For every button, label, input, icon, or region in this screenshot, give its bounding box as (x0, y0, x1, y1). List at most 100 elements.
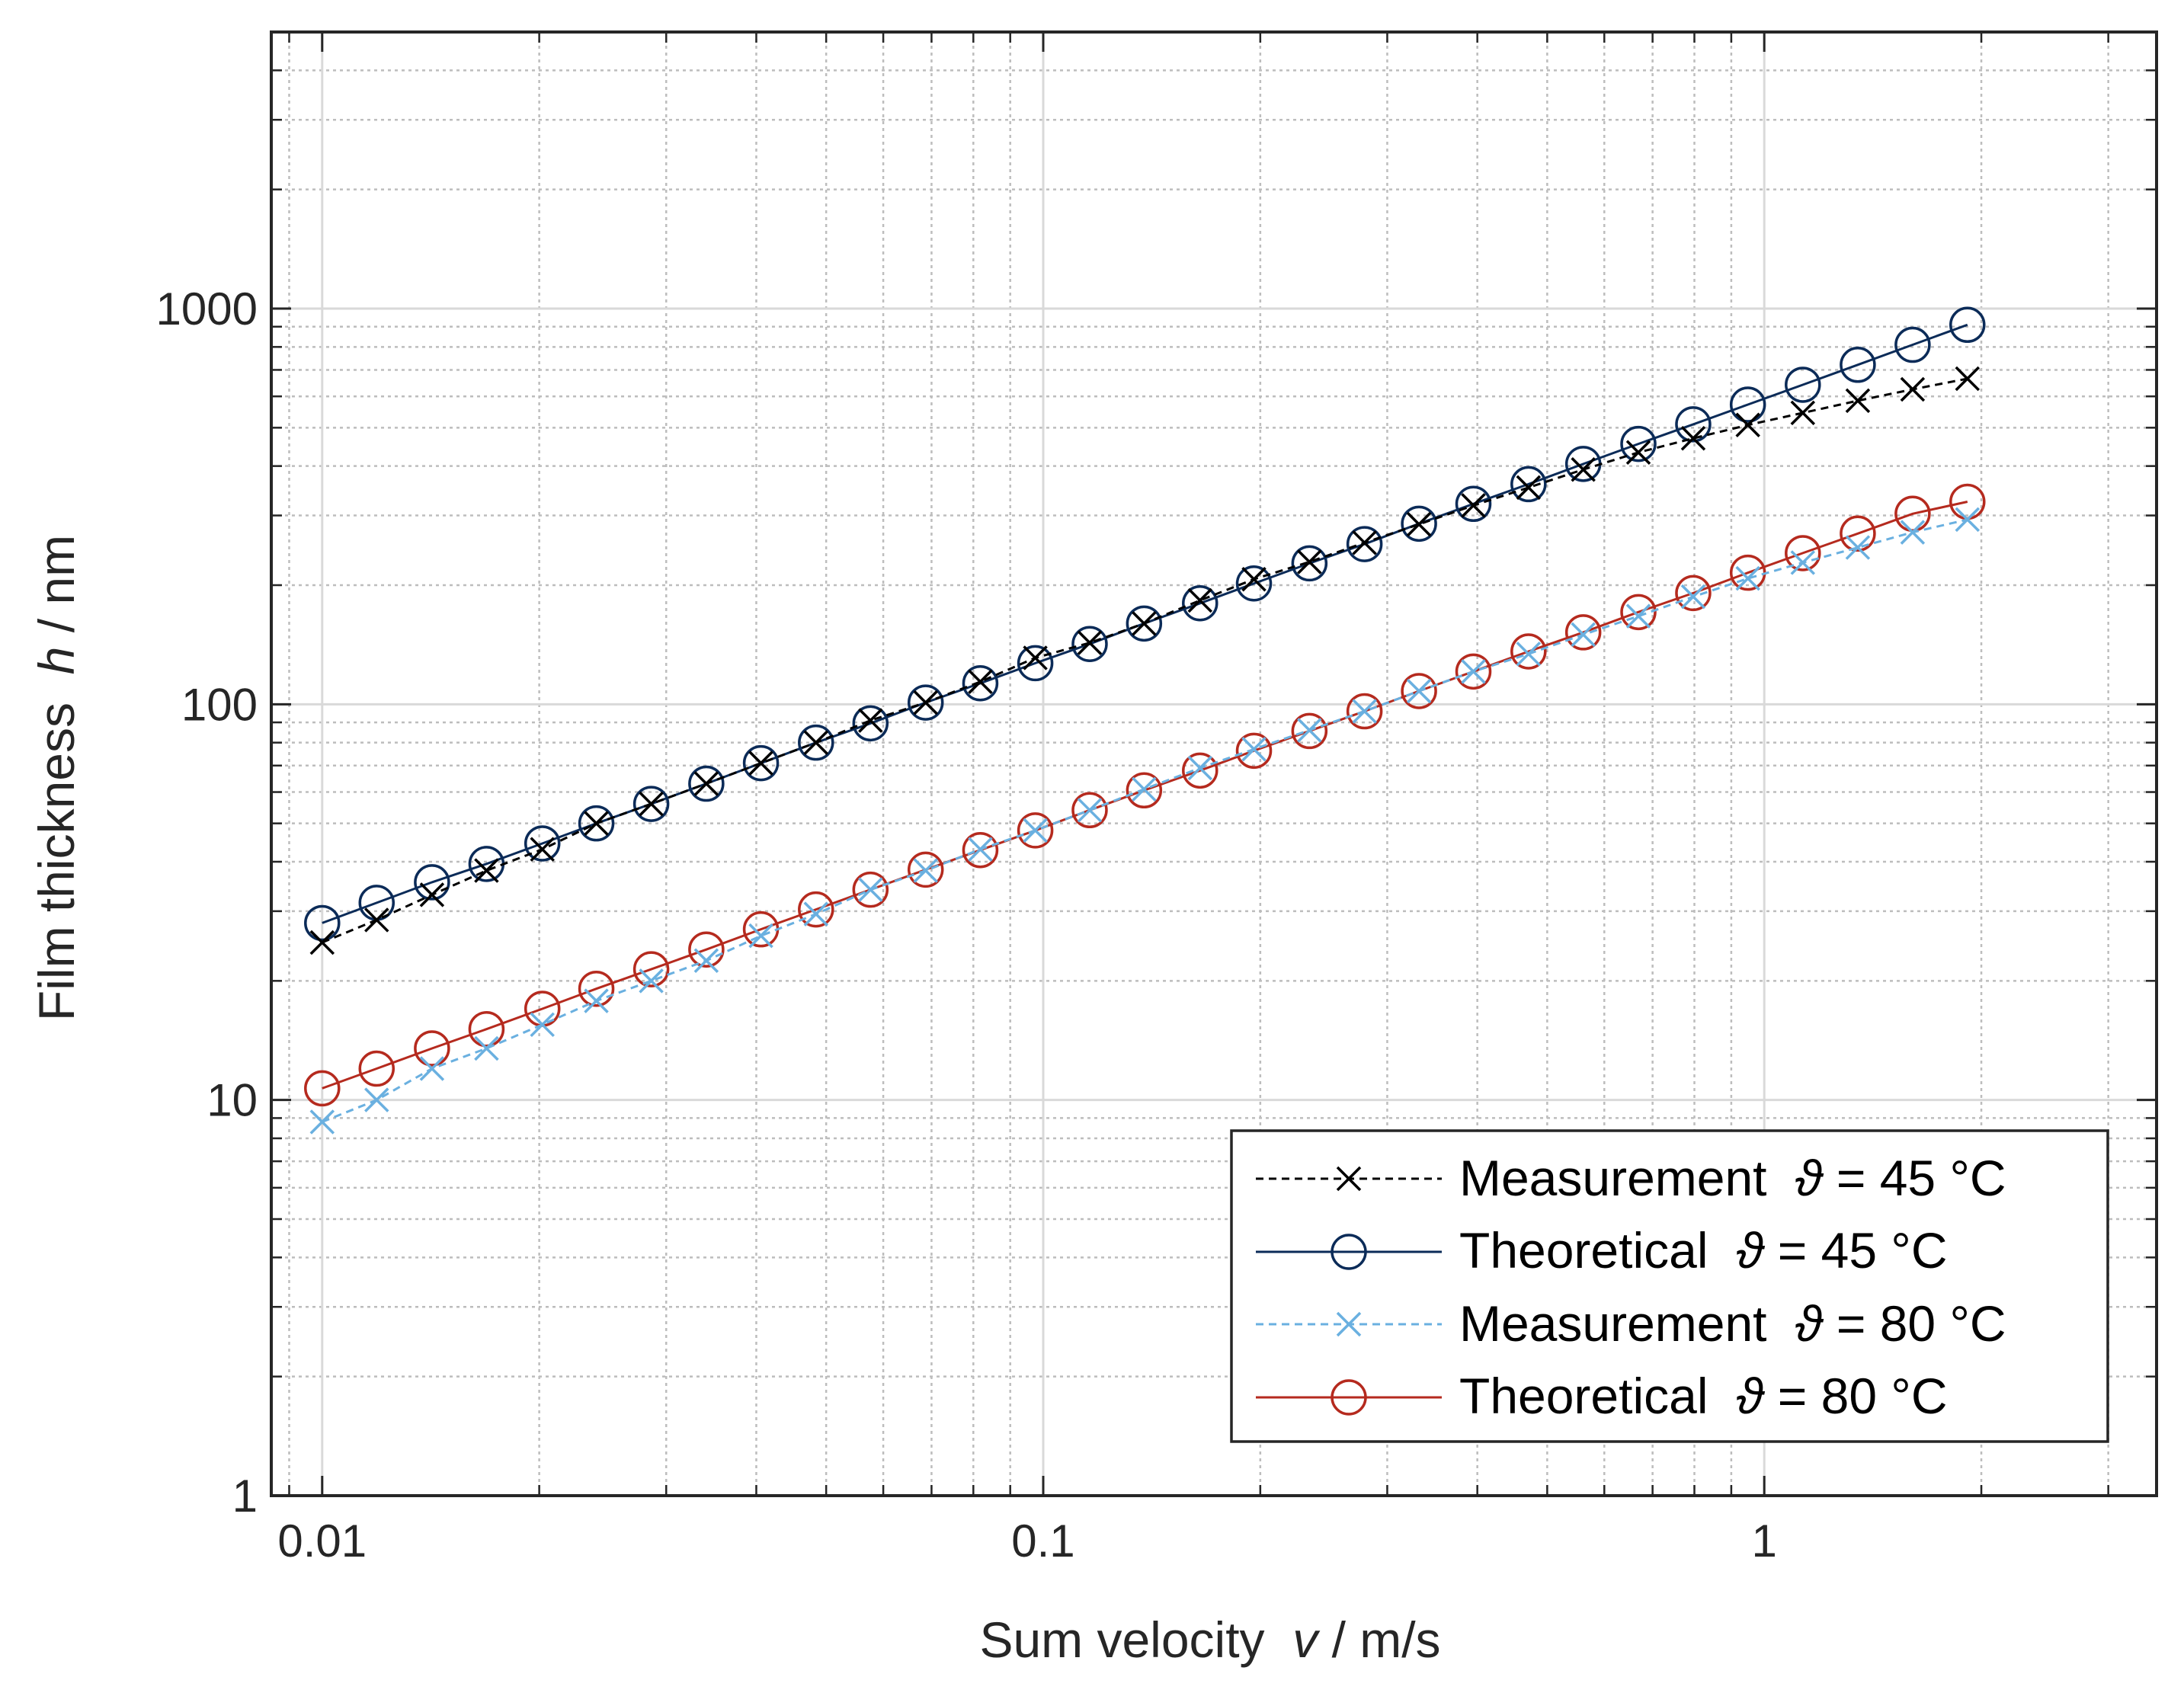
data-point-2 (1187, 755, 1213, 781)
data-point-0-stroke-b (1352, 530, 1377, 555)
data-point-1 (632, 786, 670, 822)
data-point-3 (414, 1030, 450, 1067)
data-point-1 (688, 765, 725, 802)
data-point-3 (1182, 752, 1218, 789)
data-point-0 (748, 750, 773, 776)
legend-marker-sample-0-stroke-b (1336, 1166, 1362, 1192)
data-point-3 (907, 851, 944, 888)
data-point-2-stroke-b (530, 1012, 555, 1038)
data-point-2 (1241, 737, 1267, 762)
data-point-2-stroke-b (1955, 507, 1980, 533)
data-point-1 (1675, 406, 1712, 443)
data-point-0-stroke-b (913, 690, 938, 715)
data-point-0-stroke-b (1023, 645, 1048, 670)
data-point-1 (907, 684, 944, 721)
data-point-0-stroke-b (693, 771, 719, 796)
data-point-0 (364, 907, 389, 933)
data-point-3 (1785, 535, 1821, 571)
data-point-2 (913, 858, 938, 883)
data-point-0-stroke-b (1790, 400, 1816, 426)
y-tick-labels: 1 10 100 1000 (156, 283, 258, 1522)
x-tick-labels: 0.01 0.1 1 (277, 1515, 1776, 1567)
data-point-3 (1071, 792, 1108, 829)
data-point-0 (803, 730, 829, 755)
data-point-1 (742, 744, 780, 782)
data-point-2-stroke-b (693, 948, 719, 974)
legend: Measurement ϑ = 45 °C Theoretical ϑ = 45… (1230, 1129, 2109, 1443)
plot-area-frame (270, 30, 2158, 1497)
data-point-2-stroke-b (1571, 622, 1596, 648)
legend-marker-sample-2-stroke-b (1336, 1311, 1362, 1337)
data-point-3 (1620, 594, 1657, 631)
y-axis-title-prefix: Film thickness (28, 674, 85, 1021)
x-axis-title: Sum velocity v / m/s (979, 1611, 1440, 1668)
data-point-2-stroke-b (1023, 818, 1048, 843)
data-point-0 (1352, 530, 1377, 555)
legend-marker-sample-0 (1336, 1166, 1362, 1192)
data-point-3 (632, 951, 670, 987)
data-point-0 (1461, 493, 1486, 518)
data-point-2-stroke-b (1077, 798, 1103, 823)
data-point-0 (1187, 587, 1213, 613)
data-point-0-stroke-b (1571, 456, 1596, 482)
data-point-1 (1401, 505, 1437, 542)
data-point-2-stroke-b (803, 901, 829, 927)
data-point-3 (1235, 732, 1273, 770)
data-point-0 (1955, 366, 1980, 392)
data-point-2 (1900, 520, 1926, 545)
data-point-2-stroke-b (364, 1087, 389, 1112)
data-point-0 (913, 690, 938, 715)
data-point-1 (304, 904, 341, 942)
data-point-0-stroke-b (1406, 511, 1432, 537)
data-point-1 (1729, 386, 1766, 423)
data-point-2-stroke-b (1790, 550, 1816, 575)
data-point-2 (474, 1035, 499, 1061)
data-point-0-stroke-b (748, 750, 773, 776)
data-point-0-stroke-b (1077, 630, 1103, 655)
y-tick-label: 1000 (156, 283, 258, 334)
data-point-2-stroke-b (1187, 755, 1213, 781)
data-point-0 (968, 669, 993, 695)
data-point-2 (1955, 507, 1980, 533)
data-point-0-stroke-b (639, 791, 664, 817)
y-tick-label: 1 (232, 1471, 258, 1522)
data-point-1 (1455, 485, 1492, 523)
data-point-0-stroke-b (1132, 611, 1157, 636)
data-point-2 (1516, 642, 1542, 667)
data-point-3 (1455, 653, 1492, 690)
data-point-0-stroke-b (1955, 366, 1980, 392)
data-point-2-stroke-b (1900, 520, 1926, 545)
data-point-2 (639, 968, 664, 994)
axis-ticks (271, 30, 2157, 1497)
y-axis-title: Film thickness h / nm (28, 535, 85, 1021)
data-point-2-stroke-b (1625, 603, 1651, 629)
data-point-3 (852, 871, 889, 908)
data-point-2-stroke-b (1845, 535, 1871, 560)
data-point-2-stroke-b (968, 837, 993, 862)
data-point-0-stroke-b (1900, 376, 1926, 402)
data-point-0-stroke-b (803, 730, 829, 755)
data-point-0 (1625, 440, 1651, 466)
data-point-2 (1077, 798, 1103, 823)
data-point-3 (962, 831, 999, 869)
data-point-0-stroke-b (309, 930, 335, 955)
data-point-3 (798, 891, 834, 928)
data-point-2 (530, 1012, 555, 1038)
data-point-0 (1790, 400, 1816, 426)
legend-label-theoretical-80: Theoretical ϑ = 80 °C (1459, 1368, 1948, 1424)
data-point-2-stroke-b (1241, 737, 1267, 762)
legend-marker-sample-1 (1331, 1234, 1367, 1270)
data-point-2 (1352, 699, 1377, 724)
data-point-1 (1346, 526, 1383, 562)
data-point-0 (1297, 549, 1322, 574)
data-point-0 (1900, 376, 1926, 402)
data-point-0-stroke-b (1680, 426, 1706, 451)
data-point-0-stroke-b (364, 907, 389, 933)
data-point-1 (1949, 306, 1986, 344)
data-point-1 (1785, 366, 1821, 403)
data-point-2 (968, 837, 993, 862)
data-point-0 (1241, 567, 1267, 592)
data-point-2 (803, 901, 829, 927)
data-point-1 (1182, 585, 1218, 622)
